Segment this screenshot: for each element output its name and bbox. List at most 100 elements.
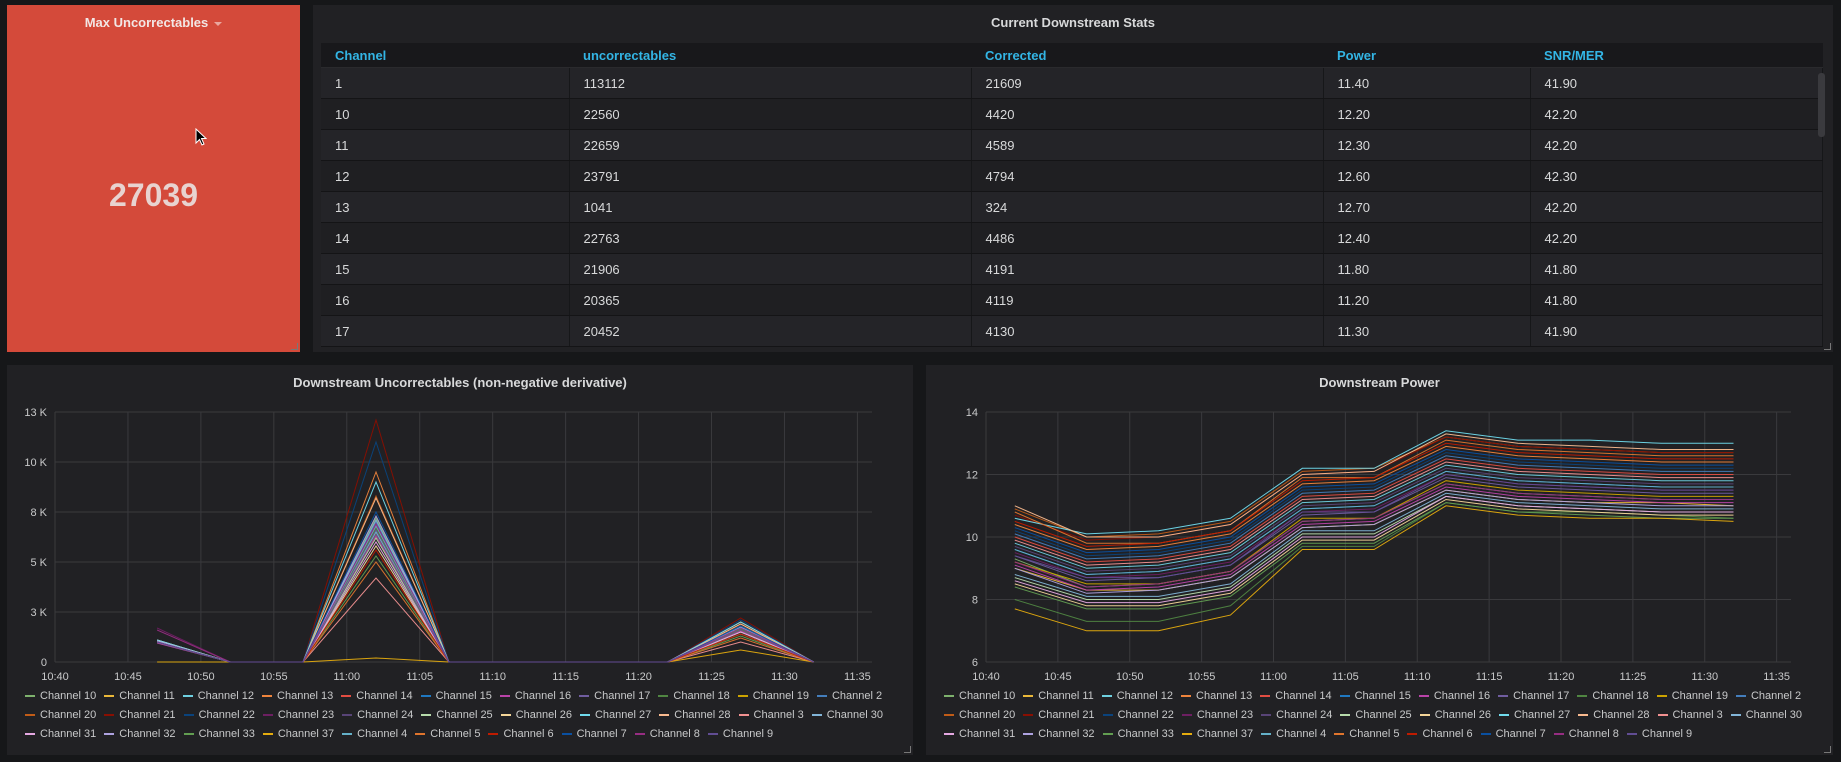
legend-item[interactable]: Channel 7	[561, 726, 627, 742]
legend-item[interactable]: Channel 4	[1261, 726, 1326, 742]
series-line[interactable]	[156, 496, 814, 663]
series-line[interactable]	[1014, 495, 1734, 604]
stat-title[interactable]: Max Uncorrectables	[84, 15, 209, 30]
legend-item[interactable]: Channel 18	[1577, 688, 1649, 704]
resize-handle[interactable]	[1824, 746, 1831, 753]
legend-item[interactable]: Channel 8	[634, 726, 700, 742]
legend-item[interactable]: Channel 13	[262, 688, 333, 704]
legend-item[interactable]: Channel 20	[944, 707, 1015, 723]
legend-item[interactable]: Channel 27	[579, 707, 651, 723]
column-header-uncorrectables[interactable]: uncorrectables	[569, 43, 971, 68]
panel-title[interactable]: Downstream Power	[1319, 375, 1440, 390]
resize-handle[interactable]	[904, 746, 911, 753]
legend-item[interactable]: Channel 33	[1102, 726, 1174, 742]
series-line[interactable]	[1014, 430, 1734, 535]
series-line[interactable]	[156, 440, 814, 663]
legend-item[interactable]: Channel 17	[579, 688, 650, 704]
legend-item[interactable]: Channel 28	[659, 707, 731, 723]
legend-item[interactable]: Channel 21	[1023, 707, 1095, 723]
series-line[interactable]	[1014, 470, 1734, 576]
series-line[interactable]	[1014, 464, 1734, 569]
legend-item[interactable]: Channel 13	[1181, 688, 1252, 704]
legend-item[interactable]: Channel 10	[25, 688, 96, 704]
series-line[interactable]	[157, 649, 814, 663]
legend-item[interactable]: Channel 37	[1181, 726, 1253, 742]
legend-item[interactable]: Channel 9	[707, 726, 773, 742]
legend-item[interactable]: Channel 18	[658, 688, 730, 704]
legend-item[interactable]: Channel 2	[1735, 688, 1801, 704]
legend-item[interactable]: Channel 25	[1340, 707, 1412, 723]
legend-item[interactable]: Channel 30	[811, 707, 883, 723]
panel-title[interactable]: Max Uncorrectables	[7, 15, 300, 30]
resize-handle[interactable]	[1824, 343, 1831, 350]
series-line[interactable]	[1014, 505, 1734, 632]
legend-item[interactable]: Channel 3	[1657, 707, 1723, 723]
table-row[interactable]: 10 22560 4420 12.20 42.20	[321, 98, 1823, 130]
series-line[interactable]	[1014, 452, 1734, 557]
legend-item[interactable]: Channel 6	[1407, 726, 1473, 742]
legend-item[interactable]: Channel 16	[499, 688, 571, 704]
legend-item[interactable]: Channel 28	[1578, 707, 1650, 723]
legend-item[interactable]: Channel 7	[1480, 726, 1546, 742]
legend-item[interactable]: Channel 32	[104, 726, 176, 742]
table-row[interactable]: 15 21906 4191 11.80 41.80	[321, 253, 1823, 285]
series-line[interactable]	[1014, 455, 1734, 560]
legend-item[interactable]: Channel 30	[1730, 707, 1802, 723]
series-line[interactable]	[1014, 433, 1734, 538]
legend-item[interactable]: Channel 27	[1498, 707, 1570, 723]
column-header-channel[interactable]: Channel	[321, 43, 569, 68]
legend-item[interactable]: Channel 23	[1181, 707, 1253, 723]
series-line[interactable]	[1014, 461, 1734, 566]
series-line[interactable]	[1014, 489, 1734, 594]
chevron-down-icon[interactable]	[214, 21, 223, 26]
legend-item[interactable]: Channel 19	[737, 688, 809, 704]
uncorrectables-chart[interactable]: 0 3 K 5 K 8 K 10 K 13 K 10:40 10:45 10:50 10:55 11…	[7, 365, 913, 685]
column-header-power[interactable]: Power	[1323, 43, 1530, 68]
table-row[interactable]: 14 22763 4486 12.40 42.20	[321, 222, 1823, 254]
legend-item[interactable]: Channel 23	[262, 707, 334, 723]
series-line[interactable]	[1014, 492, 1734, 597]
series-line[interactable]	[156, 577, 814, 663]
column-header-snr[interactable]: SNR/MER	[1530, 43, 1823, 68]
panel-title[interactable]: Current Downstream Stats	[991, 15, 1155, 30]
resize-handle[interactable]	[291, 343, 298, 350]
series-line[interactable]	[1014, 473, 1734, 579]
series-line[interactable]	[1014, 486, 1734, 591]
legend-item[interactable]: Channel 24	[342, 707, 413, 723]
table-row[interactable]: 17 20452 4130 11.30 41.90	[321, 315, 1823, 347]
legend-item[interactable]: Channel 20	[25, 707, 96, 723]
legend-item[interactable]: Channel 16	[1418, 688, 1490, 704]
table-row[interactable]: 12 23791 4794 12.60 42.30	[321, 160, 1823, 192]
series-line[interactable]	[1014, 445, 1734, 551]
series-line[interactable]	[1014, 498, 1734, 607]
power-chart[interactable]: 6 8 10 12 14 10:40 10:45 10:50 10:55 11:00 11:05 11…	[926, 365, 1833, 685]
panel-title[interactable]: Downstream Uncorrectables (non-negative …	[293, 375, 627, 390]
legend-item[interactable]: Channel 22	[1102, 707, 1174, 723]
legend-item[interactable]: Channel 11	[1023, 688, 1094, 704]
legend-item[interactable]: Channel 8	[1553, 726, 1619, 742]
legend-item[interactable]: Channel 5	[415, 726, 480, 742]
table-scrollbar[interactable]	[1818, 73, 1825, 137]
column-header-corrected[interactable]: Corrected	[971, 43, 1323, 68]
legend-item[interactable]: Channel 10	[944, 688, 1015, 704]
legend-item[interactable]: Channel 4	[342, 726, 407, 742]
series-line[interactable]	[1014, 483, 1734, 588]
legend-item[interactable]: Channel 31	[25, 726, 96, 742]
legend-item[interactable]: Channel 19	[1656, 688, 1728, 704]
legend-item[interactable]: Channel 32	[1023, 726, 1095, 742]
series-line[interactable]	[1014, 502, 1734, 610]
legend-item[interactable]: Channel 22	[183, 707, 255, 723]
legend-item[interactable]: Channel 26	[500, 707, 572, 723]
series-line[interactable]	[1014, 442, 1734, 547]
legend-item[interactable]: Channel 25	[421, 707, 493, 723]
legend-item[interactable]: Channel 12	[1101, 688, 1173, 704]
table-row[interactable]: 11 22659 4589 12.30 42.20	[321, 129, 1823, 161]
series-line[interactable]	[156, 532, 814, 663]
legend-item[interactable]: Channel 14	[341, 688, 413, 704]
legend-item[interactable]: Channel 3	[738, 707, 804, 723]
legend-item[interactable]: Channel 2	[816, 688, 882, 704]
table-row[interactable]: 1 113112 21609 11.40 41.90	[321, 67, 1823, 99]
legend-item[interactable]: Channel 14	[1260, 688, 1332, 704]
legend-item[interactable]: Channel 31	[944, 726, 1015, 742]
legend-item[interactable]: Channel 15	[420, 688, 492, 704]
